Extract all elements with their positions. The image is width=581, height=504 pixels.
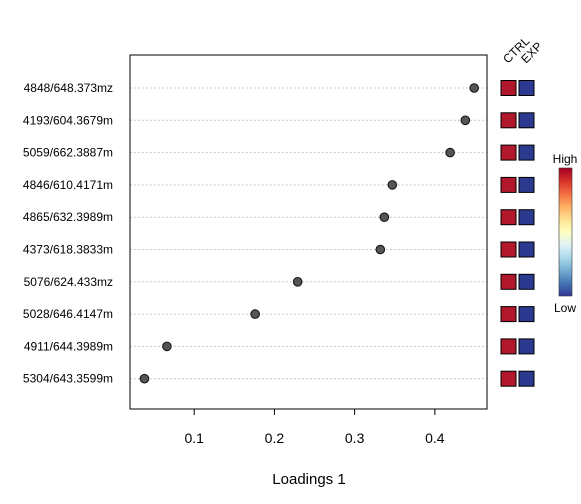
data-point — [445, 147, 455, 158]
color-scale-high-label: High — [553, 152, 578, 166]
y-tick-label: 5028/646.4147m — [23, 307, 113, 321]
y-tick-label: 4846/610.4171m — [23, 178, 113, 192]
exp-swatch — [518, 273, 535, 290]
exp-swatch — [518, 176, 535, 193]
group-color-swatches — [500, 80, 535, 387]
data-point — [375, 244, 386, 255]
data-point — [387, 180, 398, 190]
y-tick-label: 5059/662.3887m — [23, 146, 113, 160]
data-point — [469, 83, 479, 93]
ctrl-swatch — [500, 176, 517, 193]
exp-swatch — [518, 80, 535, 96]
y-tick-label: 4848/648.373mz — [24, 81, 113, 95]
color-scale-bar — [558, 167, 573, 297]
x-tick-label: 0.1 — [184, 430, 204, 446]
exp-swatch — [518, 306, 535, 323]
exp-swatch — [518, 241, 535, 258]
data-point — [139, 373, 150, 384]
data-point — [379, 212, 390, 222]
data-point — [460, 115, 471, 126]
color-scale-low-label: Low — [554, 301, 576, 315]
data-point — [292, 277, 303, 287]
color-scale-legend: High Low — [553, 152, 578, 315]
ctrl-swatch — [500, 112, 517, 129]
y-tick-label: 4911/644.3989m — [24, 339, 113, 353]
exp-swatch — [518, 209, 535, 226]
ctrl-swatch — [500, 144, 517, 161]
data-point — [162, 341, 172, 352]
y-tick-label: 5304/643.3599m — [23, 372, 113, 386]
y-tick-label: 5076/624.433mz — [24, 275, 113, 289]
ctrl-swatch — [500, 273, 517, 290]
grid-lines — [130, 87, 487, 380]
y-tick-labels: 4848/648.373mz 4193/604.3679m 5059/662.388… — [23, 81, 113, 386]
exp-swatch — [518, 370, 535, 387]
y-tick-label: 4865/632.3989m — [23, 210, 113, 224]
data-point — [250, 309, 260, 319]
exp-swatch — [518, 112, 535, 129]
ctrl-swatch — [500, 306, 517, 323]
x-axis-label: Loadings 1 — [272, 471, 345, 488]
ctrl-swatch — [500, 209, 517, 226]
x-axis: 0.1 0.2 0.3 0.4 — [184, 409, 445, 446]
x-tick-label: 0.4 — [425, 430, 445, 446]
plot-frame — [129, 54, 488, 410]
y-tick-label: 4373/618.3833m — [23, 243, 113, 257]
exp-swatch — [518, 144, 535, 161]
x-tick-label: 0.3 — [345, 430, 365, 446]
ctrl-swatch — [500, 241, 517, 258]
ctrl-swatch — [500, 338, 517, 355]
data-points — [139, 83, 479, 384]
exp-swatch — [518, 338, 535, 355]
ctrl-swatch — [500, 370, 517, 387]
x-tick-label: 0.2 — [265, 430, 285, 446]
y-tick-label: 4193/604.3679m — [23, 113, 113, 127]
ctrl-swatch — [500, 80, 517, 96]
